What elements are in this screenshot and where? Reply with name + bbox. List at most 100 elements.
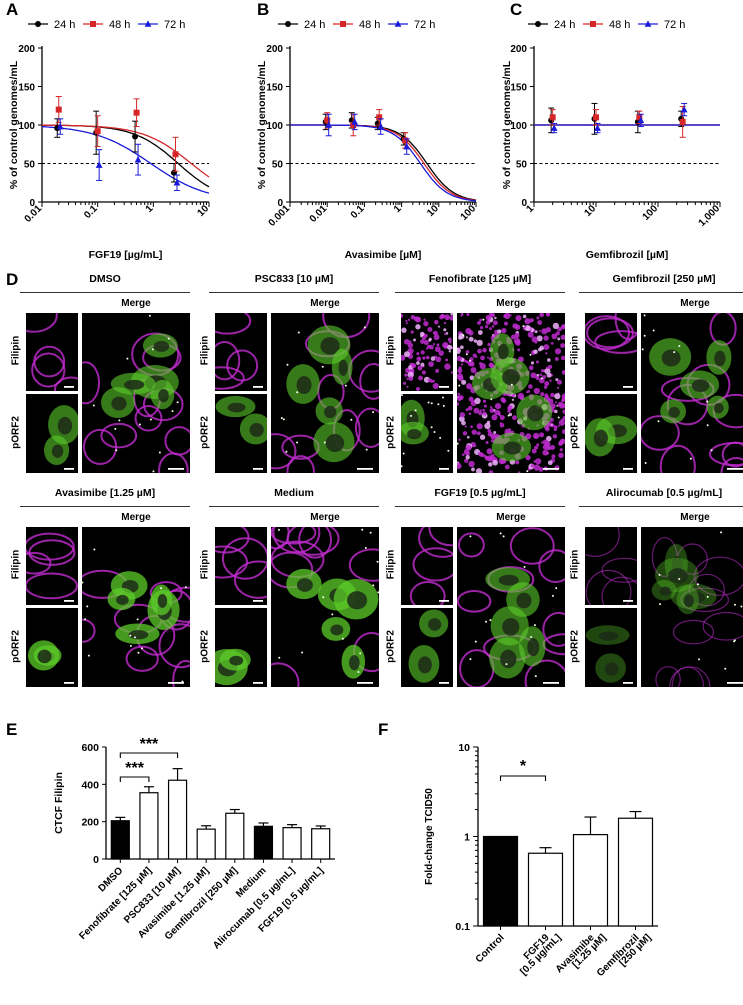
fit-curve-72h — [41, 125, 210, 194]
merge-punctum — [427, 401, 430, 404]
filipin-channel-label: Filipin — [385, 549, 397, 580]
filipin-punctum — [411, 364, 414, 367]
filipin-punctum — [438, 350, 444, 356]
scale-bar — [253, 386, 263, 388]
filipin-punctum — [539, 313, 545, 318]
cell-nucleus — [158, 388, 169, 403]
legend-marker — [535, 21, 541, 27]
porf2-channel-label: pORF2 — [199, 629, 211, 663]
merge-punctum — [149, 418, 152, 421]
filipin-punctum — [458, 416, 465, 422]
merge-punctum — [529, 353, 532, 356]
filipin-punctum — [530, 463, 535, 468]
filipin-punctum — [504, 321, 508, 326]
filipin-membrane — [125, 645, 159, 672]
filipin-punctum — [544, 393, 549, 398]
filipin-punctum — [415, 324, 421, 330]
data-point — [680, 106, 688, 113]
filipin-punctum — [491, 325, 495, 328]
porf2-channel-label: pORF2 — [385, 415, 397, 449]
filipin-punctum — [528, 384, 533, 389]
scale-bar — [543, 468, 559, 470]
merge-image — [82, 527, 190, 687]
filipin-punctum — [560, 343, 565, 349]
filipin-punctum — [461, 379, 467, 385]
data-point — [550, 124, 558, 131]
cell-nucleus — [516, 592, 532, 609]
x-tick-label: 1 — [524, 203, 536, 215]
filipin-punctum — [517, 348, 521, 352]
filipin-punctum — [560, 438, 565, 443]
filipin-membrane — [298, 527, 333, 559]
merge-punctum — [296, 441, 299, 444]
merge-punctum — [93, 548, 96, 551]
merge-punctum — [140, 647, 143, 650]
filipin-punctum — [444, 363, 451, 370]
filipin-punctum — [466, 435, 470, 439]
merge-image — [271, 313, 379, 473]
filipin-punctum — [407, 371, 414, 379]
merge-punctum — [555, 587, 558, 590]
filipin-membrane — [54, 376, 78, 391]
filipin-punctum — [554, 348, 562, 355]
cell-nucleus — [330, 624, 344, 636]
merge-punctum — [439, 436, 442, 439]
filipin-membrane — [215, 341, 241, 381]
bar — [572, 834, 609, 927]
filipin-punctum — [485, 325, 489, 329]
filipin-punctum — [480, 355, 485, 361]
filipin-punctum — [415, 386, 421, 391]
panel-letter-b: B — [257, 0, 270, 19]
data-point — [95, 161, 103, 168]
legend-marker — [35, 21, 41, 27]
merge-punctum — [152, 470, 155, 473]
merge-punctum — [296, 391, 299, 394]
filipin-image — [26, 313, 78, 391]
bar — [282, 827, 302, 860]
micrograph-block: FGF19 [0.5 µg/mL] Merge Filipin pORF2 — [386, 482, 565, 694]
merge-punctum — [176, 401, 179, 404]
filipin-punctum — [474, 397, 481, 405]
filipin-membrane — [134, 404, 163, 432]
filipin-membrane — [457, 532, 485, 558]
fit-curve-72h — [290, 124, 477, 202]
filipin-punctum — [489, 408, 495, 413]
filipin-membrane — [28, 539, 76, 566]
scale-bar — [64, 386, 74, 388]
filipin-membrane — [720, 457, 743, 473]
filipin-punctum — [539, 373, 543, 377]
filipin-punctum — [561, 370, 565, 375]
filipin-punctum — [497, 329, 502, 334]
merge-punctum — [696, 583, 699, 586]
filipin-punctum — [535, 360, 540, 364]
porf2-image — [26, 394, 78, 473]
x-tick-label: 100 — [641, 203, 661, 223]
porf2-image — [401, 394, 453, 473]
merge-punctum — [469, 658, 472, 661]
merge-punctum — [126, 357, 129, 360]
filipin-punctum — [553, 427, 558, 432]
merge-image — [82, 313, 190, 473]
significance-bracket — [499, 775, 547, 781]
filipin-channel-label: Filipin — [199, 335, 211, 366]
filipin-punctum — [467, 405, 473, 411]
filipin-punctum — [428, 361, 434, 367]
merge-punctum — [468, 359, 471, 362]
filipin-punctum — [492, 459, 498, 466]
filipin-membrane — [221, 537, 267, 580]
scale-bar — [357, 682, 373, 684]
filipin-image — [401, 527, 453, 605]
filipin-punctum — [423, 339, 429, 346]
merge-punctum — [401, 394, 403, 397]
y-tick-label: 10 — [458, 742, 470, 754]
filipin-punctum — [557, 337, 561, 341]
filipin-punctum — [484, 422, 491, 430]
filipin-punctum — [464, 425, 467, 428]
cell-nucleus — [502, 368, 520, 386]
filipin-membrane — [688, 573, 725, 607]
panel-letter-c: C — [510, 0, 523, 19]
filipin-punctum — [547, 358, 551, 362]
cell-nucleus — [227, 402, 246, 413]
filipin-membrane — [100, 422, 138, 449]
porf2-image — [215, 394, 267, 473]
